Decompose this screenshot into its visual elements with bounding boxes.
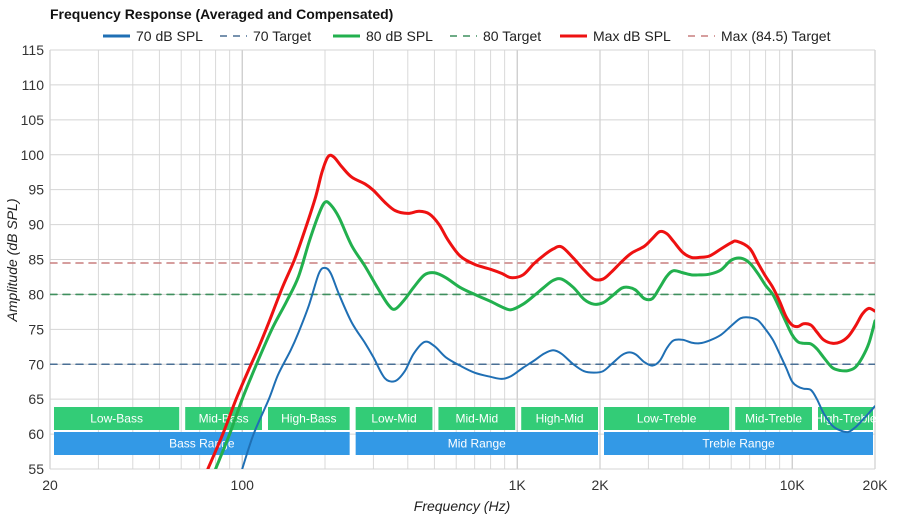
y-tick-label: 75 — [28, 321, 44, 337]
x-tick-label: 2K — [591, 477, 609, 493]
y-tick-label: 110 — [22, 77, 45, 93]
x-tick-label: 20K — [863, 477, 889, 493]
range-bands: Low-Bass Mid-Bass High-Bass Low-Mid Mid-Mid H… — [54, 407, 877, 455]
band-mid-treble — [735, 407, 812, 430]
band-label: Low-Treble — [637, 412, 697, 426]
series-70-db-spl — [241, 266, 875, 469]
band-label: Low-Bass — [90, 412, 143, 426]
axes: 55 60 65 70 75 80 85 90 95 100 105 110 115 20 100 1K 2K 1… — [21, 42, 888, 493]
band-low-treble — [604, 407, 730, 430]
y-tick-label: 85 — [28, 252, 44, 268]
legend-entry: 70 dB SPL — [136, 28, 203, 44]
legend-entry: Max dB SPL — [593, 28, 671, 44]
x-tick-label: 1K — [509, 477, 527, 493]
y-tick-label: 60 — [28, 426, 44, 442]
y-tick-label: 70 — [28, 356, 44, 372]
legend: 70 dB SPL 70 Target 80 dB SPL 80 Target Max … — [103, 28, 831, 44]
band-label: High-Mid — [536, 412, 584, 426]
x-tick-label: 10K — [780, 477, 806, 493]
band-low-mid — [355, 407, 433, 430]
band-high-mid — [521, 407, 598, 430]
y-tick-label: 105 — [21, 112, 45, 128]
series-80-db-spl — [214, 200, 875, 469]
band-label: Treble Range — [702, 437, 775, 451]
y-tick-label: 115 — [22, 42, 45, 58]
band-low-bass — [54, 407, 180, 430]
legend-entry: 80 dB SPL — [366, 28, 433, 44]
series-max-db-spl — [206, 153, 875, 469]
chart-title: Frequency Response (Averaged and Compens… — [50, 6, 394, 22]
band-mid-mid — [438, 407, 516, 430]
x-tick-label: 100 — [231, 477, 255, 493]
y-tick-label: 65 — [28, 391, 44, 407]
x-axis-label: Frequency (Hz) — [414, 498, 510, 514]
band-high-bass — [267, 407, 350, 430]
y-tick-label: 55 — [28, 461, 44, 477]
y-axis-label: Amplitude (dB SPL) — [4, 199, 20, 323]
y-tick-label: 95 — [28, 182, 44, 198]
legend-entry: 80 Target — [483, 28, 541, 44]
band-mid-bass — [185, 407, 262, 430]
y-tick-label: 100 — [21, 147, 45, 163]
band-label: Mid-Bass — [199, 412, 249, 426]
x-tick-label: 20 — [42, 477, 58, 493]
band-label: High-Bass — [281, 412, 336, 426]
y-tick-label: 80 — [28, 286, 44, 302]
series-lines — [50, 153, 875, 469]
band-label: Mid-Mid — [455, 412, 498, 426]
y-tick-label: 90 — [28, 217, 44, 233]
band-bass-range — [54, 432, 350, 455]
band-treble-range — [604, 432, 873, 455]
legend-entry: Max (84.5) Target — [721, 28, 831, 44]
band-label: Mid Range — [448, 437, 506, 451]
band-label: Mid-Treble — [745, 412, 802, 426]
band-label: Low-Mid — [371, 412, 416, 426]
band-mid-range — [355, 432, 598, 455]
legend-entry: 70 Target — [253, 28, 311, 44]
